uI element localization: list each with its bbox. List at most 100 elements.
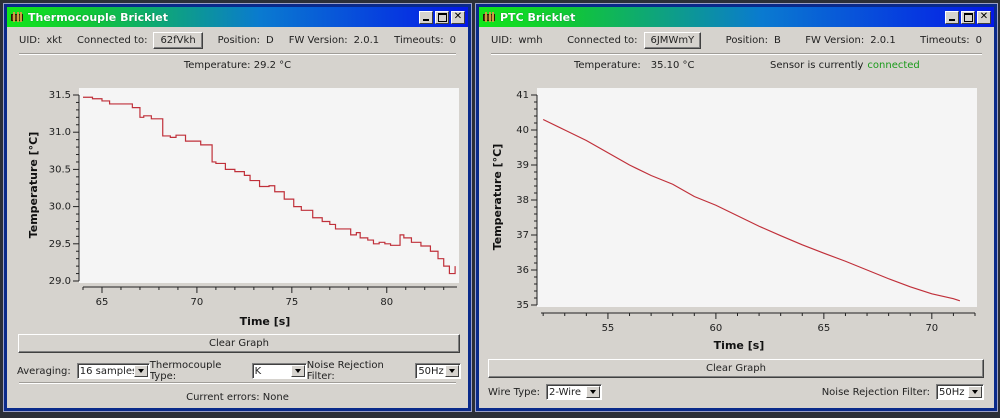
svg-text:39: 39 bbox=[516, 160, 529, 171]
temperature-plot: 29.0 29.5 30.0 30.5 31.0 31.5 65 70 75 80 Temper… bbox=[15, 85, 465, 333]
temperature-text: Temperature: 29.2 °C bbox=[183, 59, 292, 71]
info-row: UID: wmh Connected to: 6JMWmY Position: B F… bbox=[479, 27, 994, 53]
uid-label: UID: bbox=[19, 34, 41, 46]
dropdown-arrow-icon[interactable] bbox=[290, 365, 305, 377]
thermocouple-type-value: K bbox=[254, 365, 262, 377]
ptc-window: PTC Bricklet ✕ UID: wmh Connected to: 6JMW… bbox=[475, 3, 998, 412]
window-title: PTC Bricklet bbox=[500, 10, 576, 24]
temperature-value: 35.10 °C bbox=[650, 59, 695, 71]
clear-graph-button[interactable]: Clear Graph bbox=[18, 334, 460, 353]
sensor-status-value: connected bbox=[867, 59, 920, 71]
svg-text:36: 36 bbox=[516, 265, 529, 276]
fw-label: FW Version: bbox=[288, 34, 348, 46]
plot-svg: 35 36 37 38 39 40 41 55 60 65 70 Temperature [°C]… bbox=[491, 88, 977, 352]
svg-text:30.5: 30.5 bbox=[49, 164, 71, 175]
thermocouple-window: Thermocouple Bricklet ✕ UID: xkt Connecte… bbox=[3, 3, 472, 412]
info-row: UID: xkt Connected to: 62fVkh Position: D F… bbox=[7, 27, 468, 53]
averaging-label: Averaging: bbox=[17, 365, 71, 377]
noise-filter-label: Noise Rejection Filter: bbox=[306, 360, 384, 382]
maximize-icon bbox=[963, 12, 973, 22]
noise-filter-select[interactable]: 50Hz bbox=[415, 363, 461, 379]
temperature-label: Temperature: bbox=[574, 59, 641, 71]
x-axis-title: Time [s] bbox=[714, 339, 765, 352]
y-axis: 29.0 29.5 30.0 30.5 31.0 31.5 bbox=[49, 90, 80, 287]
title-bar[interactable]: PTC Bricklet ✕ bbox=[479, 7, 994, 27]
svg-text:40: 40 bbox=[516, 125, 529, 136]
close-button[interactable]: ✕ bbox=[451, 10, 465, 24]
temperature-row: Temperature: 29.2 °C bbox=[7, 55, 468, 75]
thermocouple-type-label: Thermocouple Type: bbox=[149, 360, 222, 382]
uid-value: wmh bbox=[518, 34, 543, 46]
wire-type-label: Wire Type: bbox=[488, 386, 541, 398]
dropdown-arrow-icon[interactable] bbox=[968, 386, 982, 398]
maximize-button[interactable] bbox=[961, 10, 975, 24]
averaging-value: 16 samples bbox=[79, 365, 138, 377]
svg-text:29.5: 29.5 bbox=[49, 239, 71, 250]
connected-label: Connected to: bbox=[567, 34, 638, 46]
svg-text:65: 65 bbox=[96, 297, 109, 308]
fw-label: FW Version: bbox=[805, 34, 865, 46]
temperature-plot: 35 36 37 38 39 40 41 55 60 65 70 Temperature [°C]… bbox=[483, 85, 988, 355]
fw-value: 2.0.1 bbox=[353, 34, 380, 46]
minimize-button[interactable] bbox=[945, 10, 959, 24]
fw-value: 2.0.1 bbox=[870, 34, 896, 46]
position-label: Position: bbox=[725, 34, 768, 46]
svg-text:75: 75 bbox=[285, 297, 298, 308]
y-axis-title: Temperature [°C] bbox=[27, 132, 40, 239]
svg-text:38: 38 bbox=[516, 195, 529, 206]
svg-text:65: 65 bbox=[817, 323, 830, 334]
noise-filter-select[interactable]: 50Hz bbox=[936, 384, 984, 400]
uid-label: UID: bbox=[491, 34, 513, 46]
settings-row: Averaging: 16 samples Thermocouple Type:… bbox=[17, 360, 461, 382]
timeouts-label: Timeouts: bbox=[394, 34, 444, 46]
sensor-status-label: Sensor is currently bbox=[770, 59, 864, 71]
svg-text:41: 41 bbox=[516, 90, 529, 101]
svg-text:55: 55 bbox=[602, 323, 615, 334]
wire-type-value: 2-Wire bbox=[549, 386, 582, 398]
temperature-line bbox=[542, 118, 961, 302]
noise-filter-value: 50Hz bbox=[939, 386, 965, 398]
errors-text: Current errors: None bbox=[186, 391, 289, 403]
bricklet-chip-icon bbox=[482, 11, 496, 23]
close-icon: ✕ bbox=[453, 11, 463, 22]
svg-text:31.0: 31.0 bbox=[49, 127, 71, 138]
dropdown-arrow-icon[interactable] bbox=[445, 365, 459, 377]
clear-graph-button[interactable]: Clear Graph bbox=[488, 359, 984, 378]
temperature-line bbox=[83, 96, 456, 275]
svg-text:37: 37 bbox=[516, 230, 529, 241]
wire-type-select[interactable]: 2-Wire bbox=[546, 384, 603, 400]
separator bbox=[19, 382, 456, 384]
plot-svg: 29.0 29.5 30.0 30.5 31.0 31.5 65 70 75 80 Temper… bbox=[27, 88, 459, 328]
y-axis-title: Temperature [°C] bbox=[491, 144, 504, 251]
timeouts-value: 0 bbox=[975, 34, 982, 46]
position-value: D bbox=[265, 34, 274, 46]
x-axis-title: Time [s] bbox=[240, 315, 291, 328]
thermocouple-type-select[interactable]: K bbox=[251, 363, 307, 379]
maximize-icon bbox=[437, 12, 447, 22]
connected-uid-button[interactable]: 6JMWmY bbox=[643, 31, 702, 49]
close-button[interactable]: ✕ bbox=[977, 10, 991, 24]
dropdown-arrow-icon[interactable] bbox=[133, 365, 148, 377]
window-title: Thermocouple Bricklet bbox=[28, 10, 168, 24]
title-bar[interactable]: Thermocouple Bricklet ✕ bbox=[7, 7, 468, 27]
y-axis: 35 36 37 38 39 40 41 bbox=[516, 90, 538, 311]
plot-area bbox=[537, 88, 977, 307]
svg-text:29.0: 29.0 bbox=[49, 276, 71, 287]
svg-text:70: 70 bbox=[925, 323, 938, 334]
dropdown-arrow-icon[interactable] bbox=[586, 386, 601, 398]
settings-row: Wire Type: 2-Wire Noise Rejection Filter… bbox=[488, 384, 984, 400]
errors-row: Current errors: None bbox=[7, 387, 468, 407]
minimize-button[interactable] bbox=[419, 10, 433, 24]
svg-text:30.0: 30.0 bbox=[49, 202, 71, 213]
maximize-button[interactable] bbox=[435, 10, 449, 24]
connected-uid-button[interactable]: 62fVkh bbox=[153, 31, 203, 49]
connected-label: Connected to: bbox=[77, 34, 148, 46]
uid-value: xkt bbox=[46, 34, 62, 46]
separator bbox=[19, 53, 456, 55]
position-label: Position: bbox=[217, 34, 260, 46]
averaging-select[interactable]: 16 samples bbox=[76, 363, 150, 379]
svg-text:80: 80 bbox=[380, 297, 393, 308]
separator bbox=[491, 53, 982, 55]
noise-filter-label: Noise Rejection Filter: bbox=[821, 386, 930, 398]
svg-text:70: 70 bbox=[191, 297, 204, 308]
